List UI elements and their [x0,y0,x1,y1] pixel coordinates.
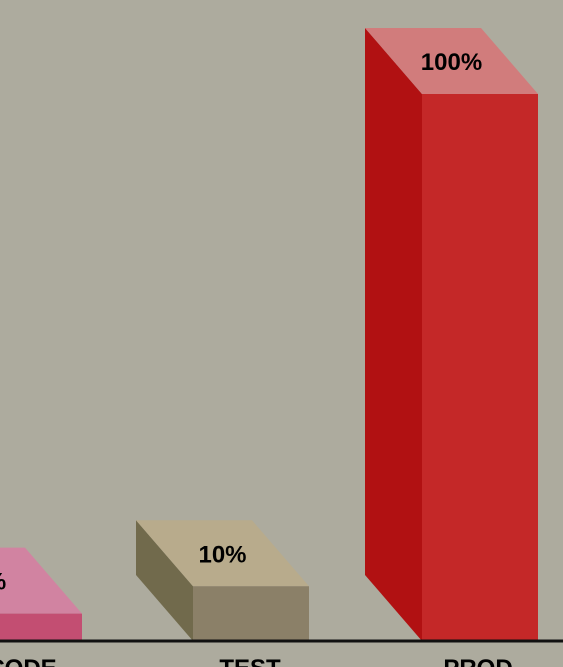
bar-side-prod [365,28,422,641]
bar-top-test [136,520,309,587]
data-label-code: % [0,569,6,596]
labels-layer: % CODE 10% TEST 100% PROD [0,49,513,667]
category-label-prod: PROD [443,655,512,667]
data-label-test: 10% [198,541,246,568]
bar-front-test [193,586,309,641]
bar-prod [365,28,538,641]
bars-layer [0,28,538,641]
bar-side-test [136,520,193,641]
bar-code [0,547,82,641]
bar-top-prod [365,28,538,94]
category-label-test: TEST [219,655,281,667]
bar-top-code [0,547,82,614]
bar-front-code [0,613,82,641]
bar-test [136,520,309,641]
data-label-prod: 100% [421,49,482,76]
bar-front-prod [422,94,538,641]
category-label-code: CODE [0,655,57,667]
